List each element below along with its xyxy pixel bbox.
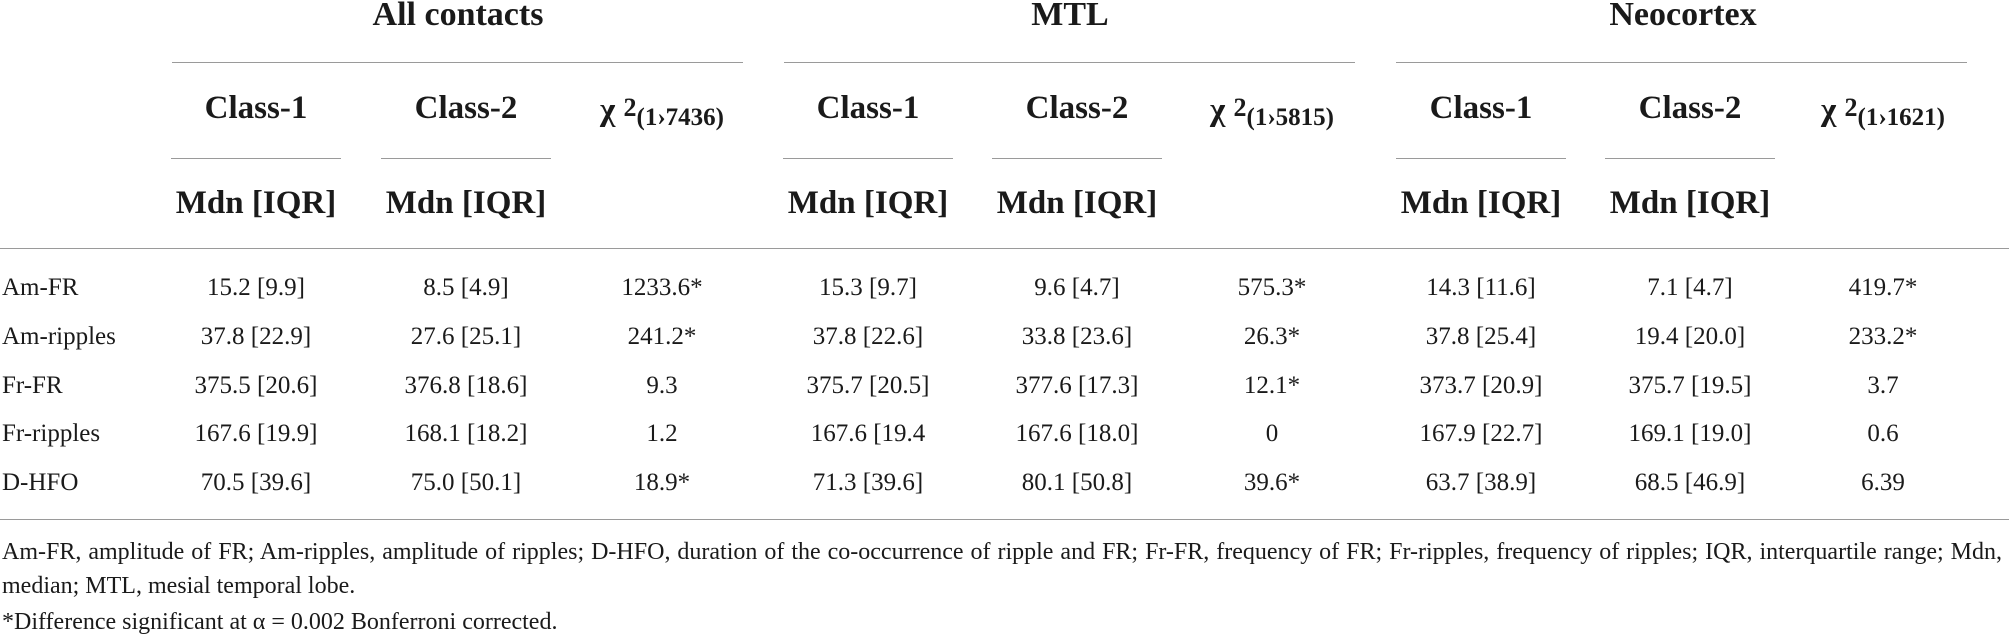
class-header: Class-1 <box>204 90 308 126</box>
table-cell: 373.7 [20.9] <box>1419 372 1543 399</box>
row-label: D-HFO <box>2 469 79 496</box>
table-cell: 14.3 [11.6] <box>1426 274 1536 301</box>
chi-symbol: χ <box>1821 92 1845 128</box>
class-underline <box>381 158 551 159</box>
table-cell: 68.5 [46.9] <box>1634 469 1746 496</box>
class-underline <box>1396 158 1566 159</box>
table-cell: 37.8 [22.9] <box>200 323 312 350</box>
table-cell: 419.7* <box>1848 274 1918 301</box>
table-cell: 169.1 [19.0] <box>1628 420 1752 447</box>
class-underline <box>171 158 341 159</box>
chi-square-header: χ 2(1›5815) <box>1162 92 1382 131</box>
mdn-iqr-header: Mdn [IQR] <box>175 185 337 221</box>
row-label: Am-ripples <box>2 323 116 350</box>
table-cell: 33.8 [23.6] <box>1021 323 1133 350</box>
table-cell: 27.6 [25.1] <box>410 323 522 350</box>
class-header: Class-2 <box>414 90 518 126</box>
table-cell: 39.6* <box>1243 469 1301 496</box>
table-cell: 71.3 [39.6] <box>812 469 924 496</box>
table-cell: 75.0 [50.1] <box>410 469 522 496</box>
table-cell: 37.8 [25.4] <box>1425 323 1537 350</box>
class-underline <box>1605 158 1775 159</box>
chi-square-header: χ 2(1›7436) <box>552 92 772 131</box>
chi-degrees-of-freedom: (1›1621) <box>1857 104 1945 131</box>
group-header: MTL <box>1031 0 1109 33</box>
class-underline <box>783 158 953 159</box>
table-cell: 9.3 <box>646 372 678 399</box>
table-cell: 0.6 <box>1867 420 1899 447</box>
chi-power: 2 <box>1844 93 1858 122</box>
class-underline <box>992 158 1162 159</box>
table-cell: 377.6 [17.3] <box>1015 372 1139 399</box>
table-cell: 0 <box>1265 420 1279 447</box>
class-header: Class-2 <box>1025 90 1129 126</box>
group-underline <box>1396 62 1967 63</box>
table-cell: 233.2* <box>1848 323 1918 350</box>
group-underline <box>784 62 1355 63</box>
table-cell: 9.6 [4.7] <box>1034 274 1120 301</box>
chi-degrees-of-freedom: (1›5815) <box>1246 104 1334 131</box>
table-cell: 15.2 [9.9] <box>207 274 305 301</box>
header-rule <box>0 248 2009 249</box>
group-header: All contacts <box>372 0 544 33</box>
table-cell: 7.1 [4.7] <box>1647 274 1733 301</box>
table-cell: 167.6 [18.0] <box>1015 420 1139 447</box>
table-cell: 167.6 [19.9] <box>194 420 318 447</box>
body-rule <box>0 519 2009 520</box>
table-cell: 19.4 [20.0] <box>1634 323 1746 350</box>
footnote-abbreviations: Am-FR, amplitude of FR; Am-ripples, ampl… <box>2 539 2002 599</box>
chi-power: 2 <box>623 93 637 122</box>
table-cell: 375.7 [19.5] <box>1628 372 1752 399</box>
row-label: Fr-ripples <box>2 420 101 447</box>
row-label: Am-FR <box>2 274 79 301</box>
mdn-iqr-header: Mdn [IQR] <box>385 185 547 221</box>
table-cell: 80.1 [50.8] <box>1021 469 1133 496</box>
chi-symbol: χ <box>1210 92 1234 128</box>
class-header: Class-2 <box>1638 90 1742 126</box>
table-cell: 26.3* <box>1243 323 1301 350</box>
class-header: Class-1 <box>816 90 920 126</box>
table-cell: 12.1* <box>1243 372 1301 399</box>
table-cell: 3.7 <box>1867 372 1899 399</box>
mdn-iqr-header: Mdn [IQR] <box>996 185 1158 221</box>
mdn-iqr-header: Mdn [IQR] <box>1400 185 1562 221</box>
table-cell: 376.8 [18.6] <box>404 372 528 399</box>
table-cell: 6.39 <box>1861 469 1905 496</box>
table-cell: 1233.6* <box>621 274 703 301</box>
chi-degrees-of-freedom: (1›7436) <box>636 104 724 131</box>
table-cell: 168.1 [18.2] <box>404 420 528 447</box>
row-label: Fr-FR <box>2 372 63 399</box>
table-cell: 1.2 <box>646 420 678 447</box>
mdn-iqr-header: Mdn [IQR] <box>787 185 949 221</box>
group-underline <box>172 62 743 63</box>
table-cell: 18.9* <box>633 469 691 496</box>
table-cell: 70.5 [39.6] <box>200 469 312 496</box>
class-header: Class-1 <box>1429 90 1533 126</box>
chi-square-header: χ 2(1›1621) <box>1773 92 1993 131</box>
table-cell: 8.5 [4.9] <box>423 274 509 301</box>
group-header: Neocortex <box>1609 0 1757 33</box>
footnote-significance: *Difference significant at α = 0.002 Bon… <box>2 609 558 635</box>
table-cell: 167.9 [22.7] <box>1419 420 1543 447</box>
table-cell: 37.8 [22.6] <box>812 323 924 350</box>
table-cell: 375.5 [20.6] <box>194 372 318 399</box>
table-cell: 15.3 [9.7] <box>819 274 917 301</box>
chi-symbol: χ <box>600 92 624 128</box>
table-cell: 241.2* <box>627 323 697 350</box>
table-cell: 375.7 [20.5] <box>806 372 930 399</box>
chi-power: 2 <box>1233 93 1247 122</box>
table-cell: 63.7 [38.9] <box>1425 469 1537 496</box>
table-cell: 575.3* <box>1237 274 1307 301</box>
mdn-iqr-header: Mdn [IQR] <box>1609 185 1771 221</box>
table-cell: 167.6 [19.4 <box>810 420 926 447</box>
